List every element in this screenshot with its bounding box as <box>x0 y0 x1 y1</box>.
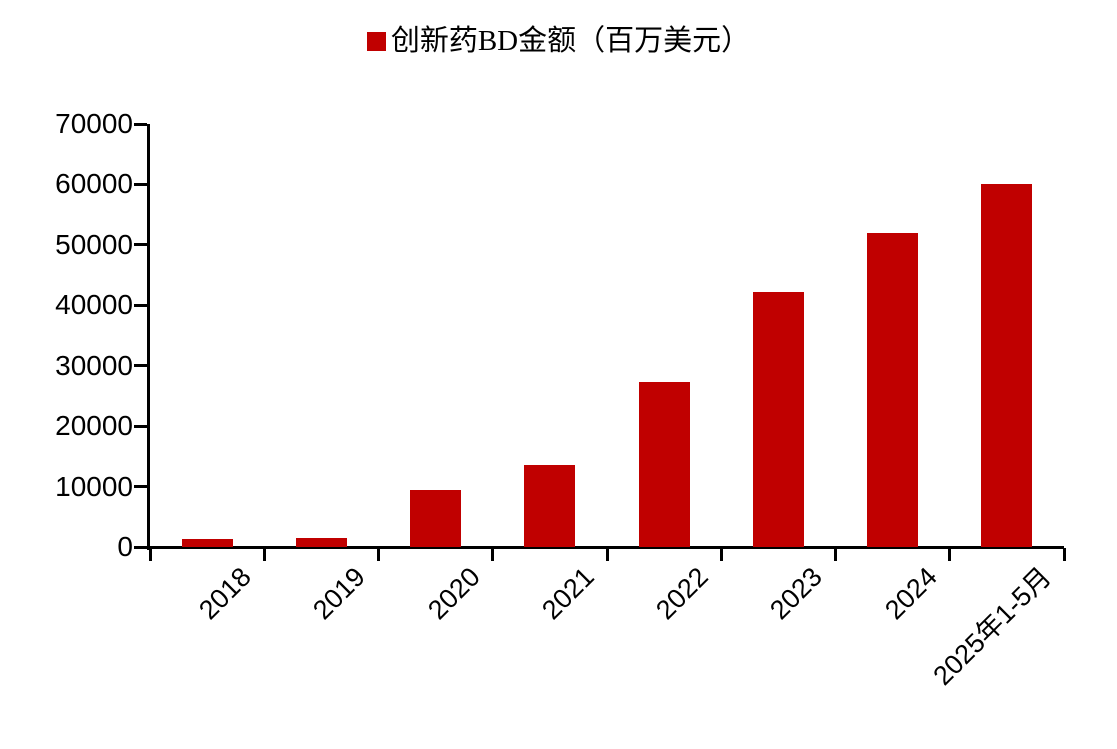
bar-2025年1-5月 <box>981 184 1033 547</box>
x-axis-tick-label: 2019 <box>307 561 372 626</box>
y-axis-tick-label: 40000 <box>55 289 133 321</box>
legend-color-swatch <box>366 31 386 51</box>
y-tick <box>134 122 147 126</box>
bar-2023 <box>752 292 804 547</box>
bar-2024 <box>867 233 919 547</box>
bar-2022 <box>638 382 690 547</box>
x-axis-line <box>134 546 1064 549</box>
y-tick <box>134 364 147 368</box>
x-axis-tick-label: 2020 <box>421 561 486 626</box>
x-axis-tick-label: 2021 <box>535 561 600 626</box>
x-axis-tick-label: 2025年1-5月 <box>927 561 1057 692</box>
x-tick <box>605 548 609 561</box>
bar-2020 <box>410 490 462 547</box>
x-tick <box>148 548 152 561</box>
x-tick <box>834 548 837 561</box>
y-axis-tick-label: 50000 <box>55 228 133 260</box>
x-tick <box>262 548 266 561</box>
y-axis-tick-label: 70000 <box>55 108 133 139</box>
y-axis-tick-label: 60000 <box>55 168 133 200</box>
y-tick <box>134 303 147 307</box>
bar-2018 <box>181 539 233 547</box>
y-axis-tick-label: 10000 <box>55 470 133 502</box>
y-axis-tick-label: 0 <box>117 531 133 562</box>
x-tick <box>377 548 380 561</box>
x-tick <box>719 548 723 561</box>
bar-2019 <box>295 538 347 547</box>
x-tick <box>948 548 952 561</box>
y-axis-tick-label: 20000 <box>55 410 133 442</box>
x-axis-tick-label: 2018 <box>193 561 257 626</box>
x-axis-tick-label: 2022 <box>650 561 714 626</box>
x-tick <box>491 548 495 561</box>
y-tick <box>134 485 147 489</box>
y-tick <box>134 424 147 428</box>
y-axis-tick-label: 30000 <box>55 349 133 381</box>
bar-2021 <box>524 465 576 547</box>
x-tick <box>1062 548 1066 561</box>
chart-legend: 创新药BD金额（百万美元） <box>0 24 1117 58</box>
legend-series-label: 创新药BD金额（百万美元） <box>390 25 751 57</box>
y-tick <box>134 243 147 247</box>
x-axis-tick-label: 2023 <box>764 561 829 626</box>
x-axis-tick-label: 2024 <box>878 561 943 626</box>
y-tick <box>134 182 147 186</box>
y-axis-line <box>147 124 150 550</box>
